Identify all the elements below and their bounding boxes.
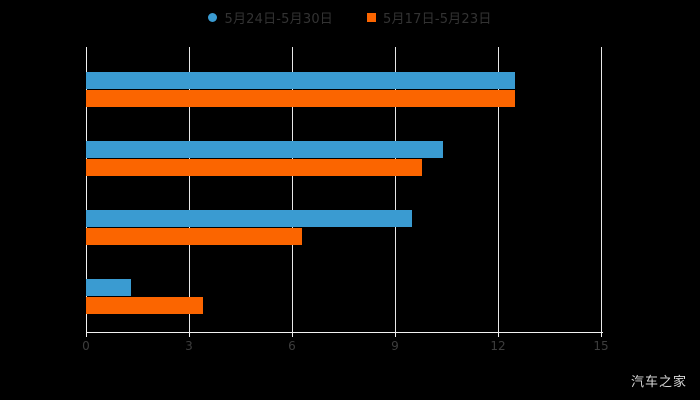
gridline — [395, 47, 396, 332]
gridline — [189, 47, 190, 332]
legend-label-series-a: 5月24日-5月30日 — [224, 12, 333, 27]
bar-series-b[interactable] — [86, 159, 423, 176]
x-axis-line — [86, 332, 603, 333]
x-tick-mark — [395, 332, 396, 337]
x-tick-mark — [189, 332, 190, 337]
bar-series-a[interactable] — [86, 72, 516, 89]
gridline — [601, 47, 602, 332]
chart-legend: 5月24日-5月30日 5月17日-5月23日 — [0, 8, 700, 27]
x-tick-mark — [86, 332, 87, 337]
bar-series-b[interactable] — [86, 90, 516, 107]
legend-item-series-a[interactable]: 5月24日-5月30日 — [208, 8, 333, 27]
legend-label-series-b: 5月17日-5月23日 — [383, 12, 492, 27]
plot-area: 其他日本德国中国 — [86, 47, 602, 332]
bar-series-a[interactable] — [86, 279, 131, 296]
x-tick-label: 6 — [288, 339, 296, 353]
x-tick-mark — [292, 332, 293, 337]
square-marker-icon — [367, 13, 376, 22]
circle-marker-icon — [208, 13, 218, 22]
bar-series-a[interactable] — [86, 210, 413, 227]
x-tick-label: 3 — [185, 339, 193, 353]
x-tick-label: 12 — [490, 339, 506, 353]
gridline — [498, 47, 499, 332]
x-tick-mark — [601, 332, 602, 337]
bar-series-a[interactable] — [86, 141, 444, 158]
x-tick-label: 9 — [391, 339, 399, 353]
watermark: 汽车之家 — [630, 375, 687, 390]
x-tick-mark — [498, 332, 499, 337]
gridline — [86, 47, 87, 332]
gridline — [292, 47, 293, 332]
x-tick-label: 0 — [82, 339, 90, 353]
bar-series-b[interactable] — [86, 297, 203, 314]
x-tick-label: 15 — [593, 339, 609, 353]
bar-series-b[interactable] — [86, 228, 303, 245]
legend-item-series-b[interactable]: 5月17日-5月23日 — [367, 8, 492, 27]
